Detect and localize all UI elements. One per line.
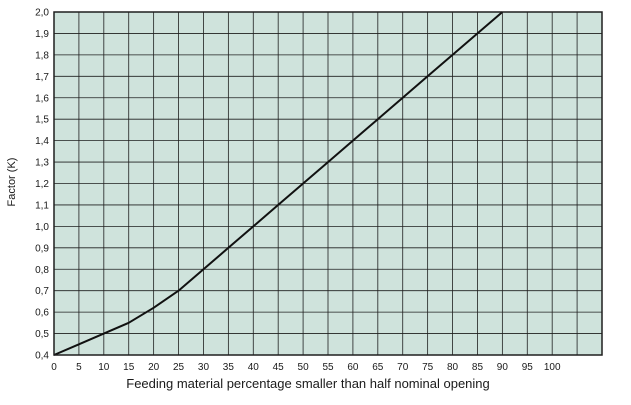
x-tick-label: 50 xyxy=(298,362,310,373)
x-tick-label: 20 xyxy=(148,362,160,373)
y-axis-title: Factor (K) xyxy=(6,158,18,207)
x-tick-label: 35 xyxy=(223,362,235,373)
plot-frame xyxy=(53,11,603,356)
x-tick-label: 0 xyxy=(51,362,57,373)
y-tick-label: 1,8 xyxy=(35,50,49,61)
x-tick-label: 25 xyxy=(173,362,185,373)
x-tick-label: 30 xyxy=(198,362,210,373)
y-tick-label: 1,4 xyxy=(35,136,49,147)
y-tick-label: 1,2 xyxy=(35,179,49,190)
x-tick-label: 10 xyxy=(98,362,110,373)
x-axis-title: Feeding material percentage smaller than… xyxy=(126,376,490,391)
y-tick-label: 1,6 xyxy=(35,93,49,104)
y-tick-label: 0,5 xyxy=(35,329,49,340)
y-tick-label: 0,7 xyxy=(35,286,49,297)
x-tick-label: 15 xyxy=(123,362,135,373)
y-axis-tick-labels: 0,4 0,5 0,6 0,7 0,8 0,9 1,0 1,1 1,2 1,3 1,4 1,5 1,6 1… xyxy=(35,8,49,362)
horizontal-gridlines xyxy=(54,33,602,334)
y-tick-label: 1,9 xyxy=(35,29,49,40)
y-tick-label: 0,6 xyxy=(35,308,49,319)
x-tick-label: 65 xyxy=(372,362,384,373)
y-tick-label: 1,0 xyxy=(35,222,49,233)
y-tick-label: 1,7 xyxy=(35,72,49,83)
series-line xyxy=(53,11,504,356)
y-tick-label: 1,1 xyxy=(35,200,49,211)
x-tick-label: 45 xyxy=(273,362,285,373)
y-tick-label: 1,5 xyxy=(35,115,49,126)
x-tick-label: 55 xyxy=(322,362,334,373)
y-tick-label: 0,8 xyxy=(35,265,49,276)
y-tick-label: 0,4 xyxy=(35,351,49,362)
x-tick-label: 80 xyxy=(447,362,459,373)
x-tick-label: 95 xyxy=(522,362,534,373)
x-tick-label: 5 xyxy=(76,362,82,373)
x-tick-label: 100 xyxy=(544,362,561,373)
y-tick-label: 2,0 xyxy=(35,8,49,19)
y-tick-label: 0,9 xyxy=(35,243,49,254)
x-tick-label: 85 xyxy=(472,362,484,373)
x-tick-label: 75 xyxy=(422,362,434,373)
x-tick-label: 40 xyxy=(248,362,260,373)
x-axis-tick-labels: 0 5 10 15 20 25 30 35 40 45 50 55 60 65 70 75 80 85 90 95 10… xyxy=(51,362,561,373)
y-tick-label: 1,3 xyxy=(35,158,49,169)
x-tick-label: 60 xyxy=(347,362,359,373)
x-tick-label: 90 xyxy=(497,362,509,373)
x-tick-label: 70 xyxy=(397,362,409,373)
